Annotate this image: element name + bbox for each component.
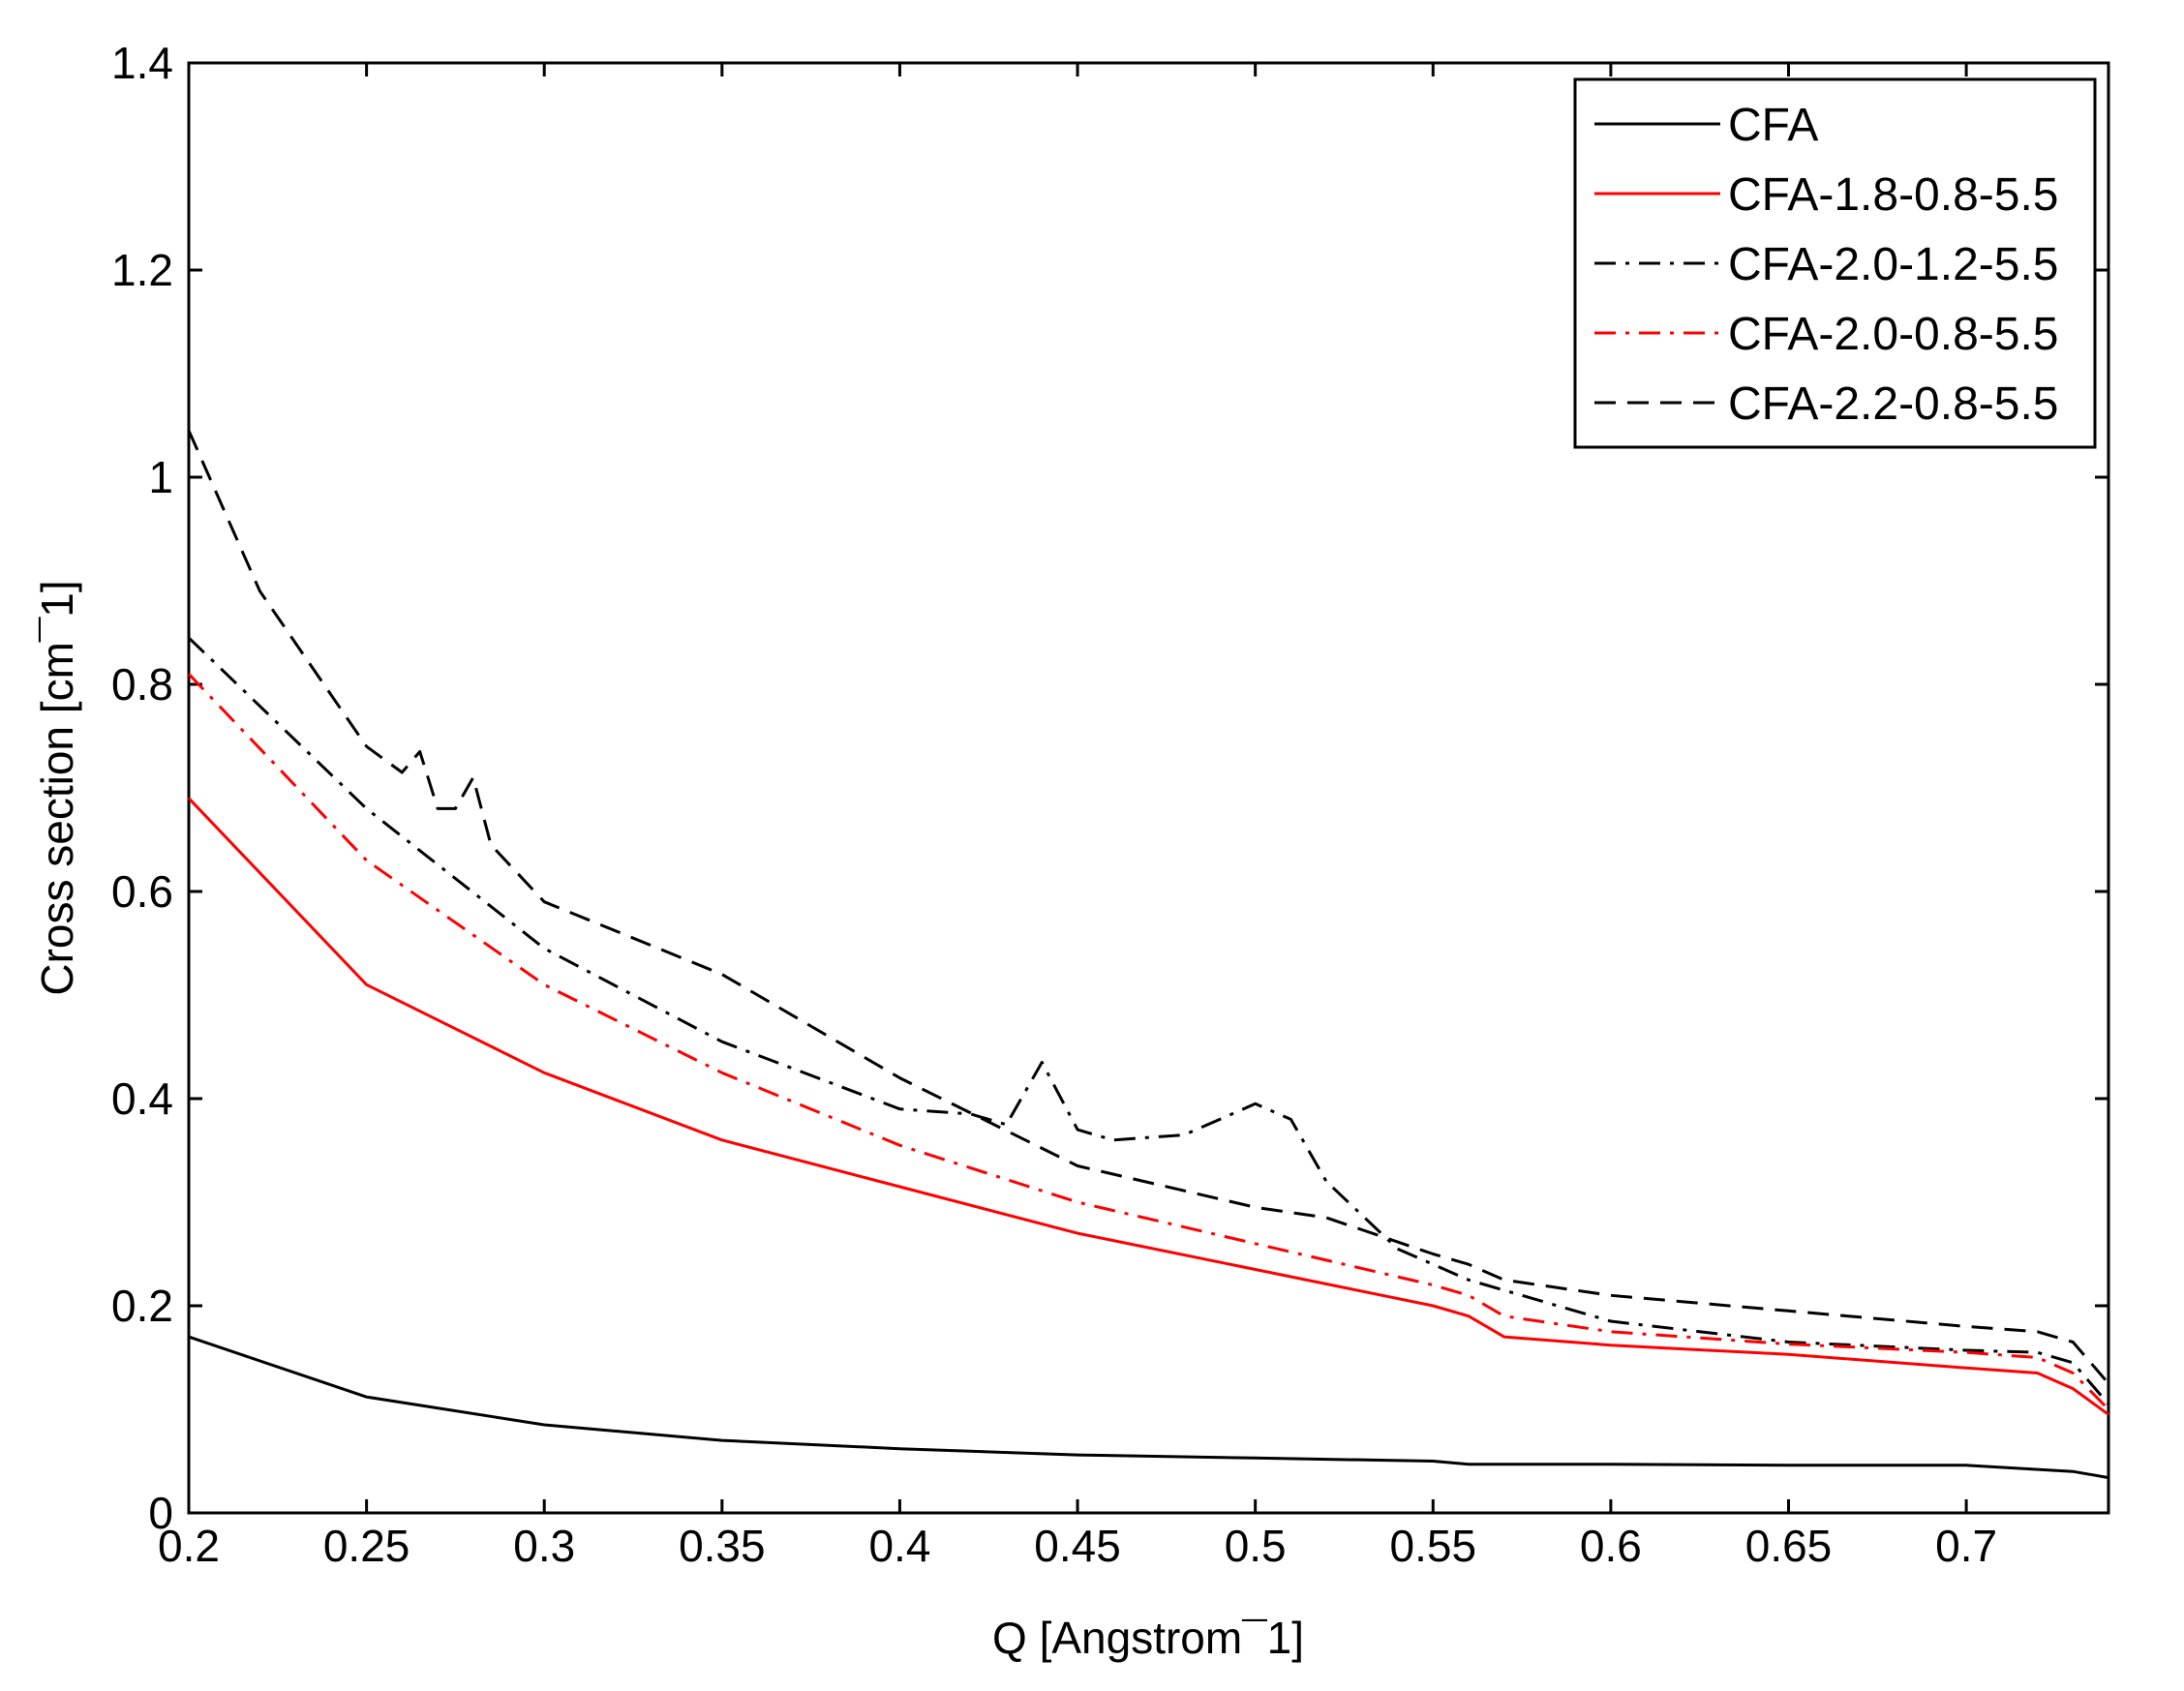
- x-tick-label: 0.35: [679, 1521, 766, 1571]
- x-tick-label: 0.25: [323, 1521, 410, 1571]
- series-layer: [187, 430, 2110, 1480]
- x-axis-title: Q [Angstrom¯1]: [992, 1613, 1304, 1663]
- legend: CFA CFA-1.8-0.8-5.5 CFA-2.0-1.2-5.5 CFA-2.0…: [1573, 77, 2097, 449]
- x-tick-label: 0.65: [1745, 1521, 1833, 1571]
- y-tick-label: 0: [148, 1488, 173, 1538]
- y-tick-label: 1.4: [111, 38, 173, 88]
- legend-label: CFA-2.0-0.8-5.5: [1728, 309, 2058, 360]
- series-line-1: [187, 797, 2109, 1416]
- axis-ticks: 0.2 0.25 0.3 0.35 0.4 0.45 0.5 0.55 0.6 0.65 0.700…: [111, 38, 2108, 1571]
- y-tick-label: 1: [148, 452, 173, 502]
- x-tick-label: 0.4: [868, 1521, 930, 1571]
- x-tick-label: 0.7: [1935, 1521, 1997, 1571]
- legend-label: CFA-2.0-1.2-5.5: [1728, 239, 2058, 290]
- legend-label: CFA-1.8-0.8-5.5: [1728, 169, 2058, 221]
- series-line-2: [187, 636, 2110, 1405]
- x-tick-label: 0.3: [513, 1521, 575, 1571]
- series-line-4: [187, 430, 2110, 1385]
- legend-label: CFA: [1728, 100, 1818, 151]
- y-tick-label: 0.4: [111, 1073, 173, 1124]
- x-tick-label: 0.2: [158, 1521, 220, 1571]
- x-tick-label: 0.55: [1390, 1521, 1477, 1571]
- legend-box: [1573, 77, 2097, 449]
- x-tick-label: 0.6: [1580, 1521, 1642, 1571]
- y-tick-label: 0.8: [111, 659, 173, 710]
- series-line-3: [187, 673, 2110, 1411]
- y-tick-label: 0.2: [111, 1281, 173, 1331]
- x-tick-label: 0.45: [1034, 1521, 1121, 1571]
- x-tick-label: 0.5: [1225, 1521, 1287, 1571]
- y-tick-label: 1.2: [111, 245, 173, 295]
- y-axis-title: Cross section [cm¯1]: [32, 580, 82, 995]
- legend-label: CFA-2.2-0.8-5.5: [1728, 378, 2058, 430]
- y-tick-label: 0.6: [111, 866, 173, 917]
- series-line-0: [188, 1335, 2109, 1480]
